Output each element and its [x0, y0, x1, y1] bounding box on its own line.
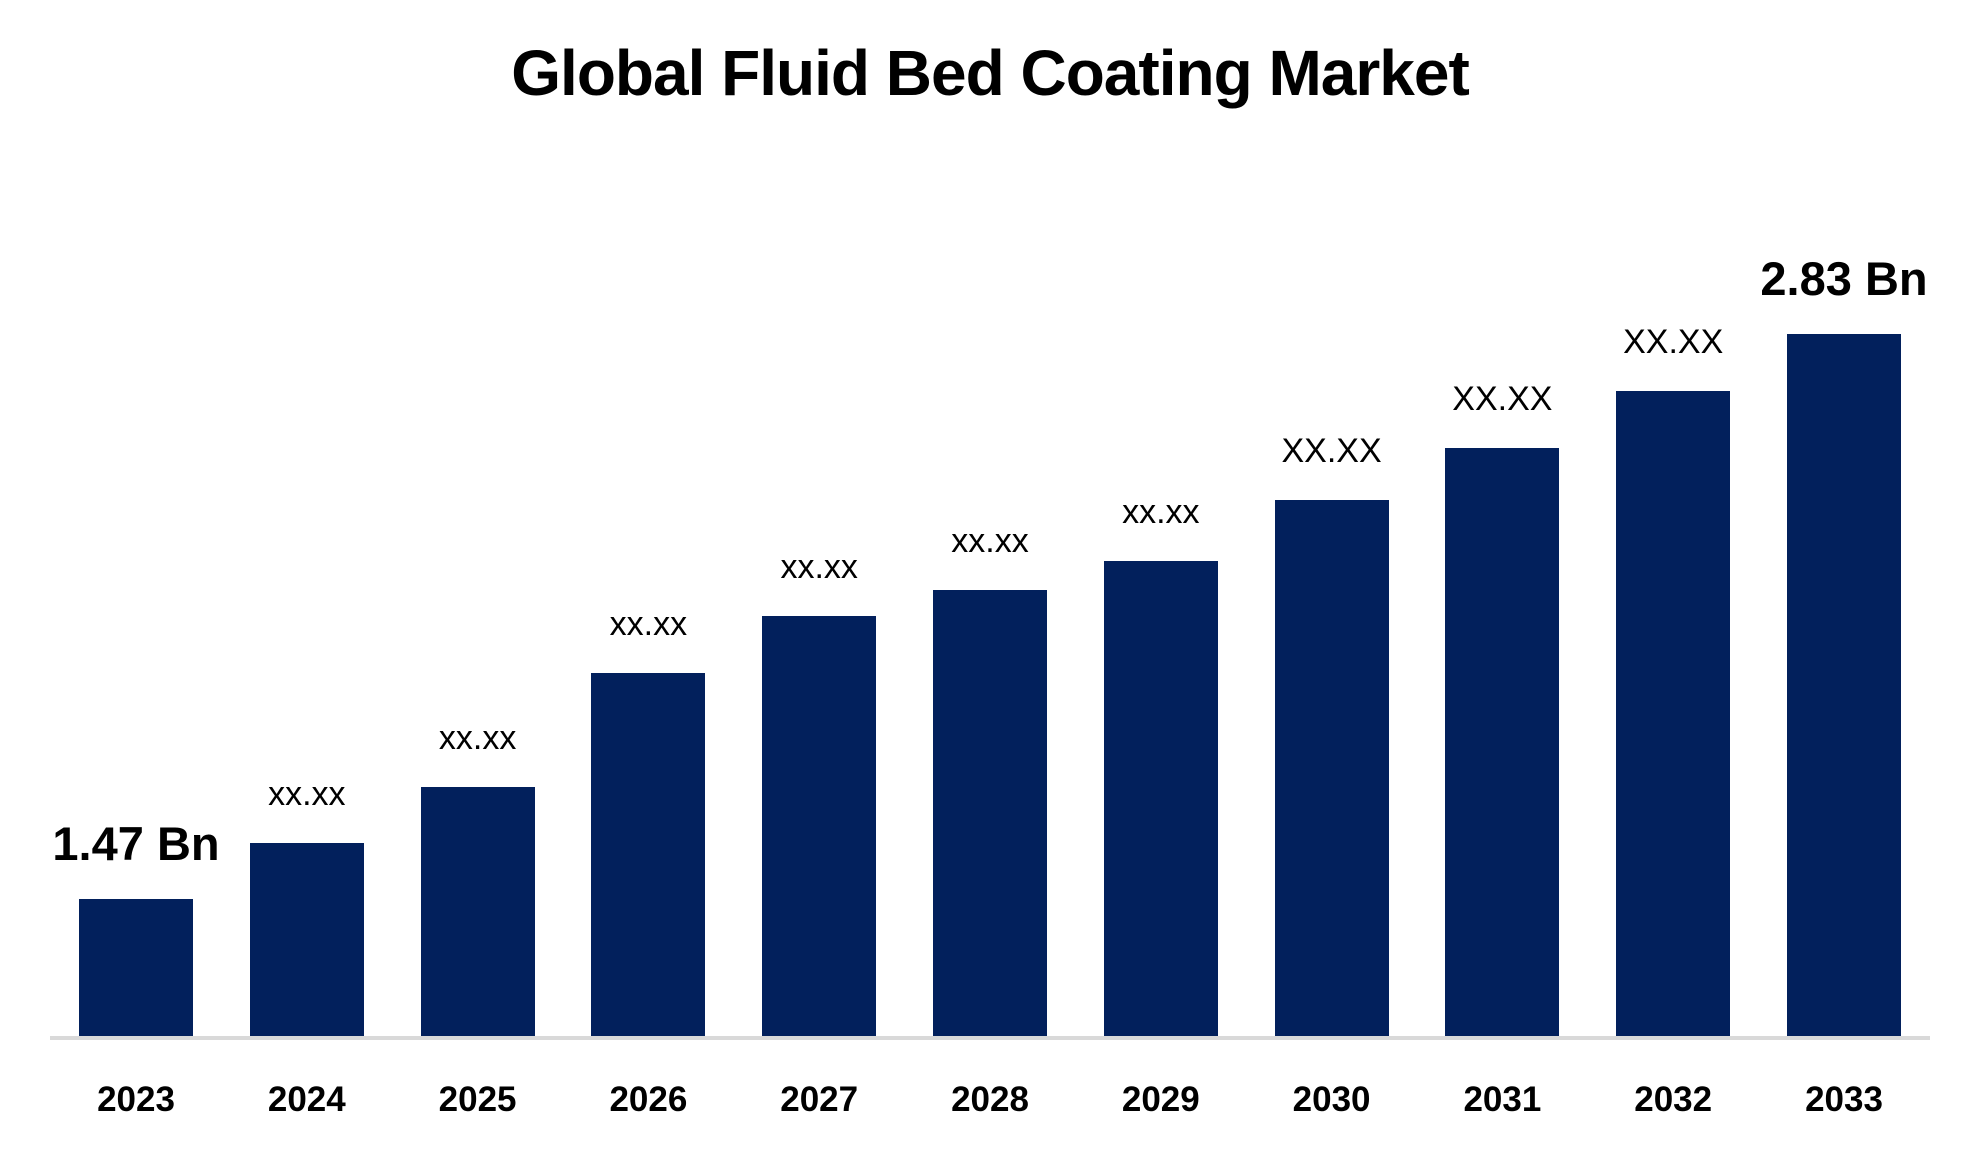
- x-axis-label-2030: 2030: [1292, 1080, 1371, 1119]
- x-axis-label-2026: 2026: [609, 1080, 688, 1119]
- x-axis-label-2031: 2031: [1463, 1080, 1542, 1119]
- bar-2027: [762, 616, 877, 1038]
- bar-2024: [249, 843, 364, 1038]
- bar-value-label-2031: XX.XX: [1452, 380, 1553, 418]
- x-axis-label-2028: 2028: [951, 1080, 1029, 1119]
- bar-value-label-2024: xx.xx: [268, 775, 346, 813]
- bar-2028: [933, 590, 1047, 1038]
- bar-value-label-2033: 2.83 Bn: [1760, 252, 1928, 305]
- bar-value-label-2023: 1.47 Bn: [52, 817, 220, 870]
- bar-value-label-2030: XX.XX: [1281, 432, 1382, 470]
- bar-value-label-2029: xx.xx: [1122, 493, 1200, 531]
- x-axis-label-2027: 2027: [780, 1080, 859, 1119]
- bar-2033: [1787, 334, 1901, 1038]
- bar-2029: [1103, 561, 1218, 1038]
- bar-value-label-2032: XX.XX: [1623, 323, 1724, 361]
- x-axis-label-2032: 2032: [1634, 1080, 1713, 1119]
- bar-2026: [591, 673, 706, 1038]
- bar-value-label-2025: xx.xx: [438, 719, 517, 757]
- x-axis-label-2029: 2029: [1121, 1080, 1200, 1119]
- bar-2030: [1274, 500, 1389, 1038]
- x-axis-label-2023: 2023: [97, 1080, 175, 1119]
- x-axis-line: [50, 1036, 1930, 1040]
- x-axis-label-2024: 2024: [267, 1080, 346, 1119]
- bar-2025: [420, 787, 535, 1038]
- bar-2031: [1445, 448, 1560, 1038]
- x-axis-label-2025: 2025: [438, 1080, 517, 1119]
- x-axis-label-2033: 2033: [1805, 1080, 1883, 1119]
- bar-value-label-2028: xx.xx: [951, 522, 1029, 560]
- chart-title: Global Fluid Bed Coating Market: [511, 37, 1470, 109]
- bar-value-label-2026: xx.xx: [609, 605, 688, 643]
- bar-2032: [1616, 391, 1731, 1038]
- bar-2023: [79, 899, 193, 1038]
- bar-value-label-2027: xx.xx: [780, 548, 858, 586]
